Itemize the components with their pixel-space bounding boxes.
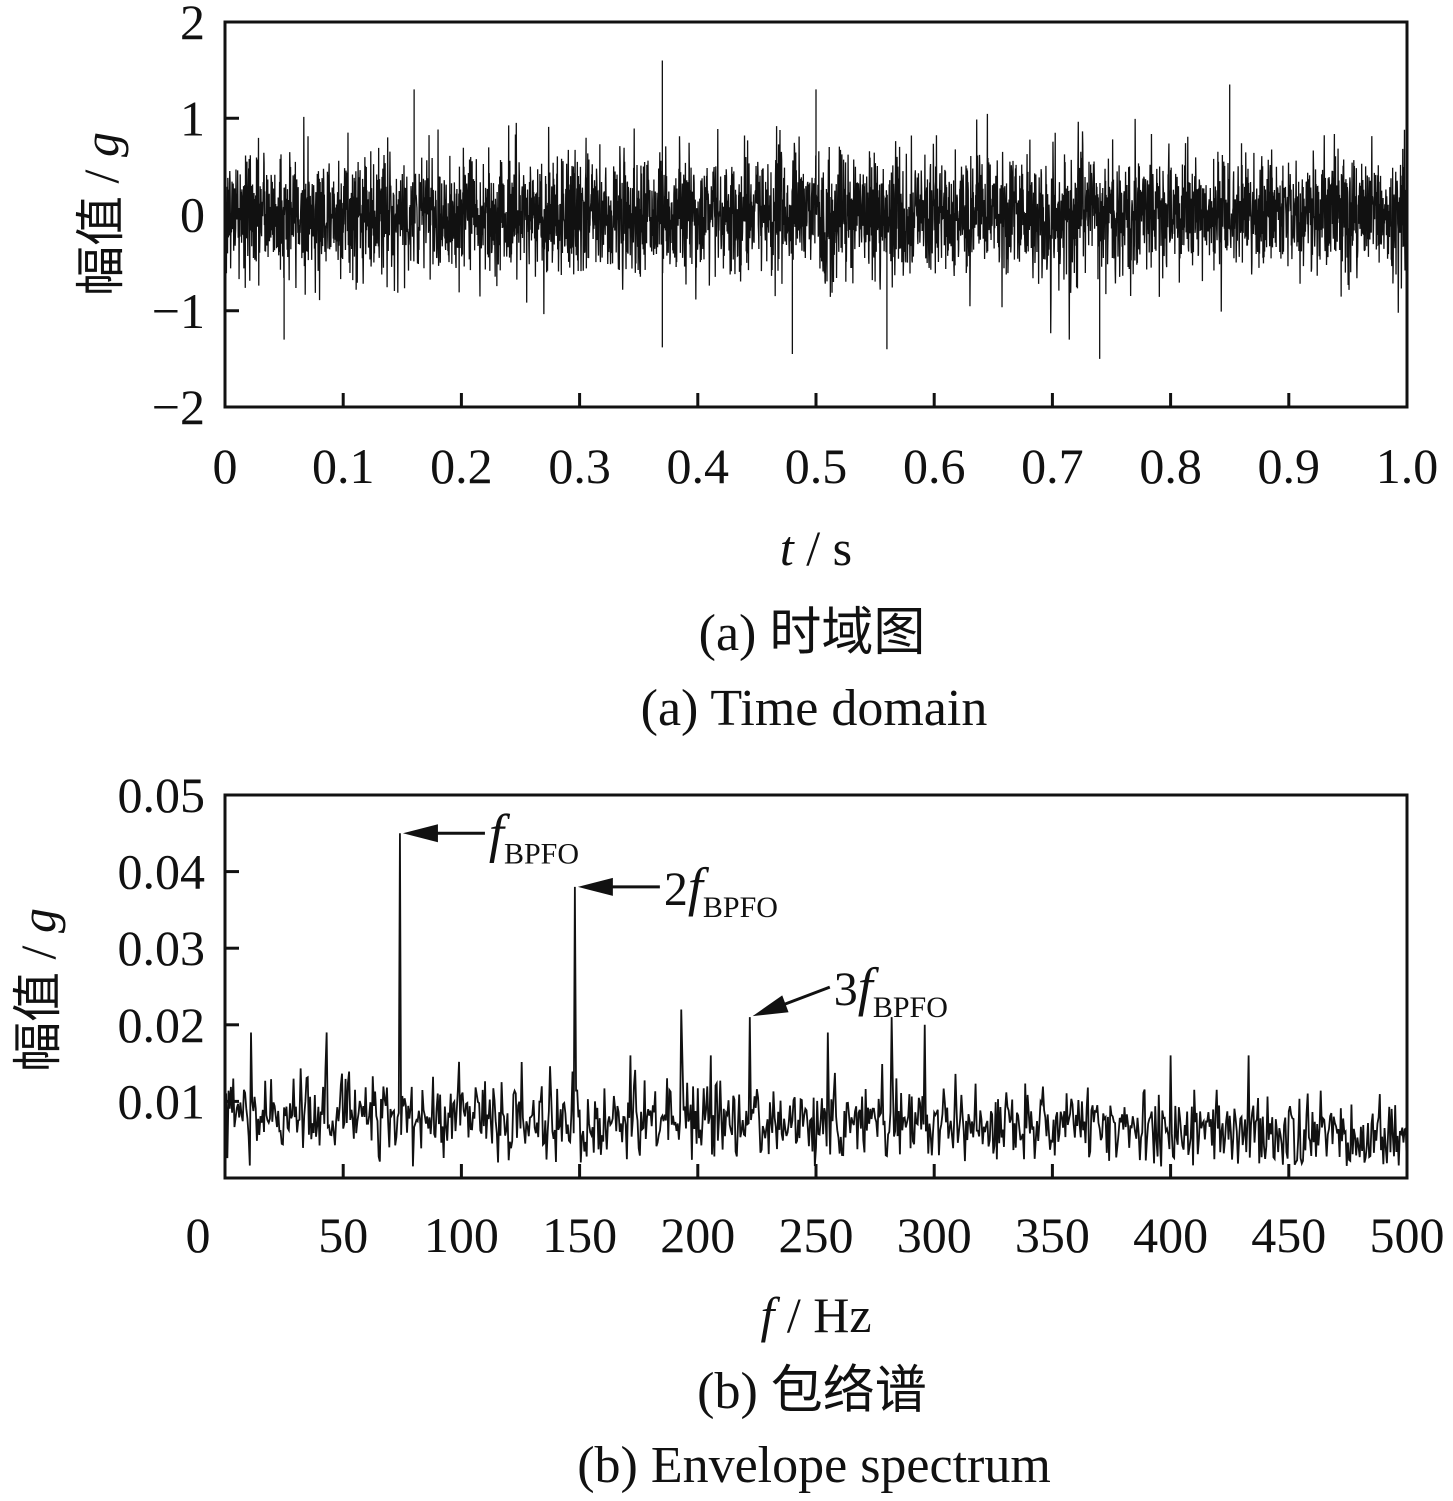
peak-annotation: 2fBPFO [577,857,778,924]
time-domain-caption-en: (a) Time domain [641,680,988,737]
envelope-spectrum-x-axis-label: f / Hz [760,1287,871,1343]
y-tick-label: −2 [152,379,205,435]
x-tick-label: 350 [1015,1207,1090,1263]
x-tick-label: 250 [779,1207,854,1263]
annotation-label: 3fBPFO [834,957,948,1024]
y-tick-label: 0.03 [118,920,206,976]
y-tick-label: 0.01 [118,1073,206,1129]
envelope-spectrum-caption-en: (b) Envelope spectrum [577,1437,1051,1494]
x-tick-label: 0 [213,438,238,494]
y-tick-label: 0.05 [118,767,206,823]
time-domain-chart: 0 0.1 0.2 0.3 0.4 0.5 0.6 0.7 0.8 0.9 1.0 −2−1012 … [73,0,1438,737]
time-signal-trace [224,60,1408,359]
time-domain-caption-cn: (a) 时域图 [699,605,926,662]
envelope-spectrum-caption-cn: (b) 包络谱 [697,1363,927,1420]
x-tick-label: 0.8 [1139,438,1202,494]
envelope-spectrum-trace [224,833,1408,1176]
envelope-spectrum-x-ticks: 0 50 100 150 200 250 300 350 400 450 500 [186,1164,1445,1263]
x-tick-label: 1.0 [1376,438,1439,494]
x-tick-label: 0.4 [667,438,730,494]
x-tick-label: 500 [1370,1207,1445,1263]
x-tick-label: 450 [1251,1207,1326,1263]
peak-annotation: fBPFO [402,803,579,870]
envelope-spectrum-y-ticks: 0.01 0.02 0.03 0.04 0.05 [118,767,239,1129]
x-tick-label: 300 [897,1207,972,1263]
peak-annotation: 3fBPFO [752,957,948,1024]
annotation-arrow-head [752,995,789,1017]
x-tick-label: 0.6 [903,438,966,494]
x-tick-label: 0.2 [430,438,493,494]
annotation-label: fBPFO [489,803,579,870]
envelope-spectrum-chart: 0 50 100 150 200 250 300 350 400 450 500 0.010.020… [10,767,1445,1494]
time-signal-line [224,60,1408,359]
annotation-label: 2fBPFO [664,857,778,924]
x-tick-label: 0.1 [312,438,375,494]
x-tick-label: 150 [542,1207,617,1263]
x-tick-label: 0 [186,1207,211,1263]
x-tick-label: 400 [1133,1207,1208,1263]
y-tick-label: 0 [180,187,205,243]
envelope-spectrum-annotations: fBPFO 2fBPFO 3fBPFO [402,803,948,1024]
spectrum-line [224,833,1408,1176]
x-tick-label: 100 [424,1207,499,1263]
envelope-spectrum-y-axis-label: 幅值 / g [10,908,66,1072]
x-tick-label: 200 [660,1207,735,1263]
x-tick-label: 50 [318,1207,368,1263]
y-tick-label: 0.04 [118,844,206,900]
y-tick-label: −1 [152,283,205,339]
x-tick-label: 0.9 [1258,438,1321,494]
x-tick-label: 0.3 [548,438,611,494]
y-tick-label: 0.02 [118,997,206,1053]
annotation-arrow-head [577,877,613,896]
time-domain-x-axis-label: t / s [780,520,852,576]
time-domain-y-ticks: −2 −1 0 1 2 [152,0,239,435]
x-tick-label: 0.7 [1021,438,1084,494]
y-tick-label: 2 [180,0,205,50]
time-domain-x-ticks: 0 0.1 0.2 0.3 0.4 0.5 0.6 0.7 0.8 0.9 1.0 [213,393,1439,494]
x-tick-label: 0.5 [785,438,848,494]
annotation-arrow-head [402,824,438,843]
time-domain-y-axis-label: 幅值 / g [73,132,129,296]
y-tick-label: 1 [180,90,205,146]
